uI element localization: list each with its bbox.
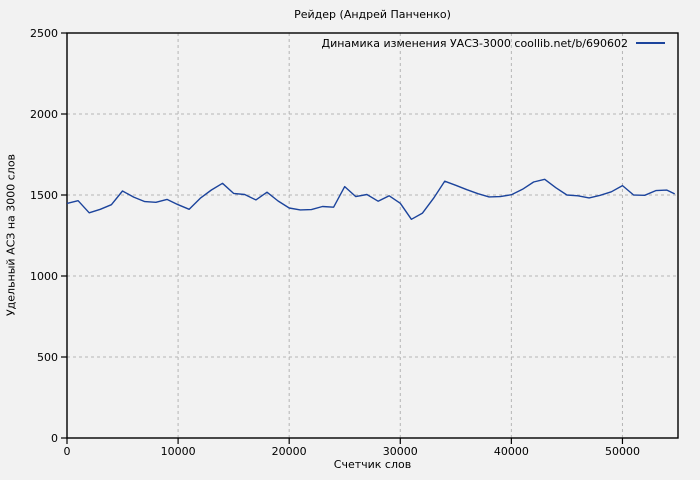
series-line bbox=[66, 178, 676, 221]
x-tick-label: 0 bbox=[64, 445, 71, 458]
y-tick-label: 2000 bbox=[30, 108, 58, 121]
chart-title: Рейдер (Андрей Панченко) bbox=[294, 8, 451, 21]
x-tick-label: 40000 bbox=[494, 445, 529, 458]
y-tick-label: 500 bbox=[37, 351, 58, 364]
x-tick-label: 20000 bbox=[272, 445, 307, 458]
y-axis-title: Удельный АСЗ на 3000 слов bbox=[4, 153, 18, 317]
y-tick-label: 1500 bbox=[30, 189, 58, 202]
x-axis-title: Счетчик слов bbox=[333, 458, 412, 471]
y-tick-label: 1000 bbox=[30, 270, 58, 283]
y-tick-label: 2500 bbox=[30, 27, 58, 40]
x-tick-label: 50000 bbox=[605, 445, 640, 458]
plot-border bbox=[66, 32, 679, 439]
legend: Динамика изменения УАСЗ-3000 coollib.net… bbox=[321, 36, 665, 50]
x-tick-label: 10000 bbox=[161, 445, 196, 458]
x-tick-label: 30000 bbox=[383, 445, 418, 458]
legend-series-label: Динамика изменения УАСЗ-3000 coollib.net… bbox=[321, 36, 629, 50]
y-tick-label: 0 bbox=[51, 432, 58, 445]
legend-line-sample-icon bbox=[636, 42, 665, 44]
